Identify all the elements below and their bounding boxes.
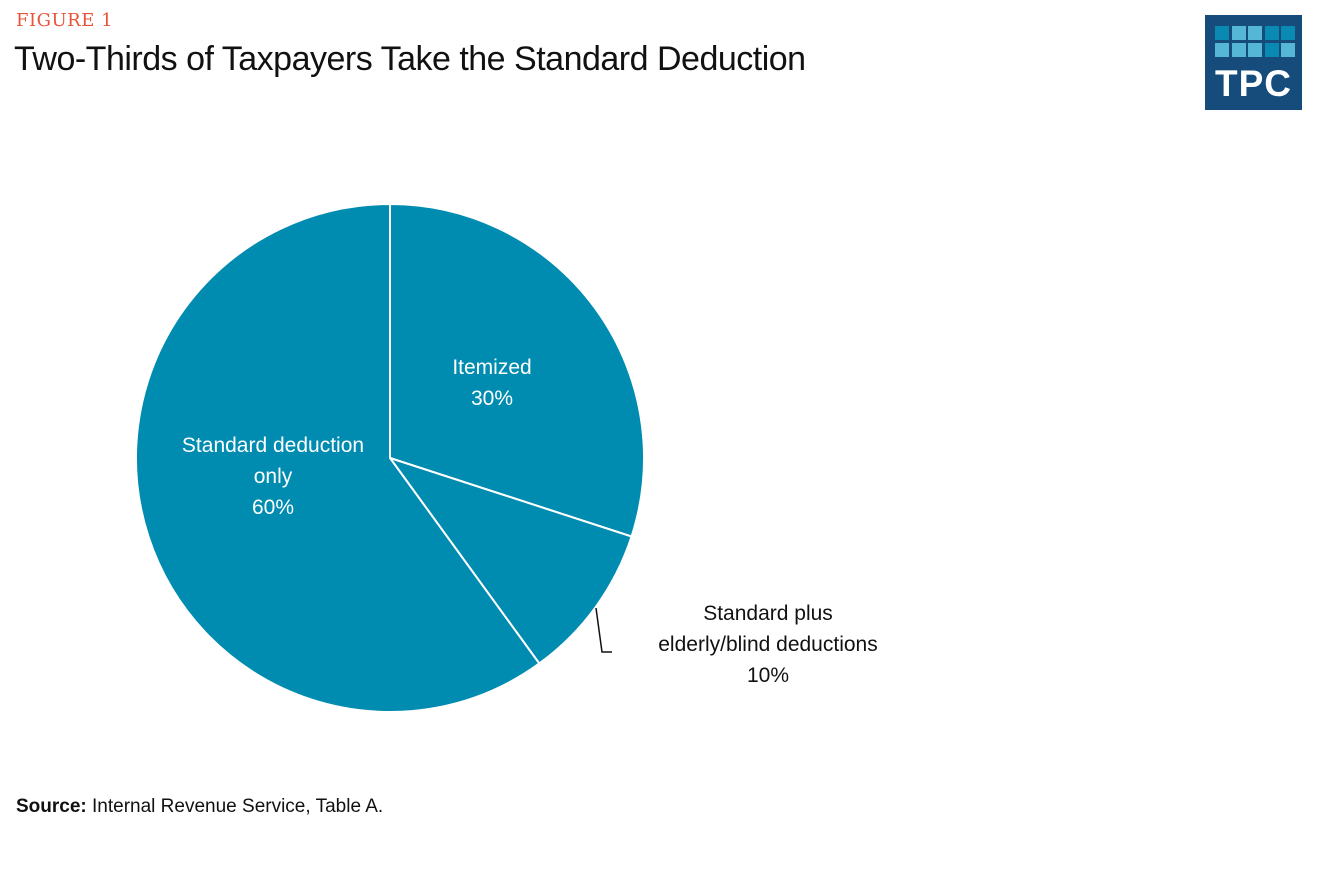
source-note: Source: Internal Revenue Service, Table …: [16, 796, 383, 818]
logo-square: [1264, 26, 1279, 40]
slice-label: elderly/blind deductions: [658, 633, 877, 656]
slice-label: Standard deduction: [182, 434, 364, 457]
logo-square: [1281, 43, 1295, 57]
logo-text: TPC: [1215, 63, 1292, 104]
pie-slice-itemized: [389, 202, 645, 538]
logo-square: [1248, 26, 1262, 40]
pie-slice-standard-plus-elderly-blind-deductions: [387, 456, 633, 665]
slice-label: 30%: [471, 387, 513, 410]
slice-label: only: [254, 465, 293, 488]
chart-title: Two-Thirds of Taxpayers Take the Standar…: [14, 40, 806, 78]
logo-square: [1231, 43, 1246, 57]
logo-square: [1264, 43, 1279, 57]
tpc-logo: TPC: [1205, 15, 1302, 110]
slice-label: Itemized: [452, 356, 531, 379]
logo-square: [1281, 26, 1295, 40]
source-text: Internal Revenue Service, Table A.: [92, 796, 384, 817]
logo-square: [1231, 26, 1246, 40]
slice-label: Standard plus: [703, 602, 833, 625]
logo-square: [1215, 26, 1229, 40]
figure-label: FIGURE 1: [16, 10, 114, 31]
logo-square: [1215, 43, 1229, 57]
pie-slice-standard-deduction-only: [135, 202, 541, 713]
slice-label: 60%: [252, 496, 294, 519]
leader-line: [595, 607, 612, 653]
slice-label: 10%: [747, 664, 789, 687]
source-label: Source:: [16, 796, 87, 817]
logo-square: [1248, 43, 1262, 57]
